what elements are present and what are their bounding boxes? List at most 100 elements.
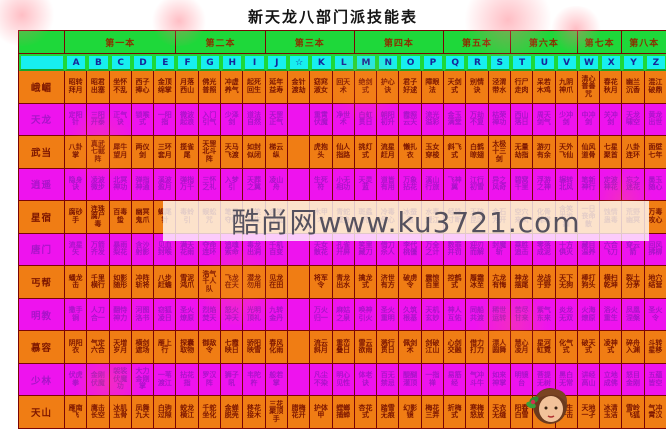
- skill-cell: 一指禅: [421, 363, 445, 397]
- letter-header: S: [488, 54, 511, 71]
- skill-cell: 九转金丹: [265, 298, 288, 332]
- skill-cell: 仙人指路: [332, 136, 355, 169]
- skill-cell: 万火归一: [310, 298, 333, 332]
- skill-cell: 易筋经: [444, 363, 467, 397]
- skill-cell: 天衣无缝: [488, 396, 511, 429]
- skill-cell: 黑白无常: [555, 363, 578, 397]
- skill-cell: 回天术: [332, 71, 355, 104]
- skill-cell: 五蕴皆空: [644, 363, 666, 397]
- skill-cell: 一阳指: [154, 103, 177, 137]
- skill-cell: 泾渭带水: [488, 71, 511, 104]
- skill-cell: 天地一孑: [577, 396, 601, 429]
- skill-cell: 弹指万千: [176, 168, 199, 202]
- skill-cell: 千机百变: [265, 233, 288, 267]
- skill-cell: 移花接木: [243, 396, 266, 429]
- skill-cell: 稀世运转: [488, 298, 511, 332]
- skill-cell: 百毒蛰: [109, 201, 132, 234]
- book-header: 第七本: [577, 31, 623, 54]
- skill-cell: 凤舞九天: [131, 396, 155, 429]
- skill-cell: 李代桃僵: [399, 233, 422, 267]
- skill-cell: 凌山舟: [265, 168, 288, 202]
- skill-cell: 溅行贯日: [377, 331, 400, 364]
- skill-cell: 重峦叠日: [332, 331, 355, 364]
- skill-cell: 零落成泥: [533, 233, 556, 267]
- skill-cell: 窃狐凌日: [154, 298, 177, 332]
- skill-cell: [287, 298, 311, 332]
- skill-cell: 唤神引火: [354, 298, 378, 332]
- skill-cell: 立地成佛: [600, 363, 623, 397]
- page-title: 新天龙八部门派技能表: [247, 8, 418, 26]
- skill-cell: 异之风奇: [488, 168, 511, 202]
- skill-cell: 探囊取物: [176, 331, 199, 364]
- skill-cell: 流光溢彩: [421, 103, 445, 137]
- letter-header: ☆: [287, 54, 311, 71]
- sect-label: 少林: [19, 363, 65, 397]
- skill-cell: 金蝉脱壳: [221, 396, 244, 429]
- skill-cell: 金针渡劫: [287, 71, 311, 104]
- skill-cell: 仙风道骨: [577, 136, 601, 169]
- skill-cell: 破天式: [577, 331, 601, 364]
- skill-cell: 雪泥鸿爪: [176, 266, 199, 299]
- skill-cell: 天机玄妙: [421, 298, 445, 332]
- skill-cell: 挑灯式: [354, 136, 378, 169]
- skill-cell: 天灵蓝: [354, 168, 378, 202]
- skill-cell: 剑破江山: [421, 331, 445, 364]
- skill-cell: 昭君出塞: [87, 71, 110, 104]
- skill-cell: 圣火令: [644, 298, 666, 332]
- skill-cell: 天马飞渡: [221, 136, 244, 169]
- skill-cell: 百无禁忌: [377, 363, 400, 397]
- skill-cell: 炎龙无双: [555, 298, 578, 332]
- skill-cell: 虎抱头: [310, 136, 333, 169]
- skill-cell: 西子捧心: [131, 71, 155, 104]
- mascot-girl-icon: [526, 388, 568, 424]
- skill-cell: 君子好逑: [399, 71, 422, 104]
- skill-cell: 起死回生: [243, 71, 266, 104]
- skill-cell: 延年益寿: [265, 71, 288, 104]
- skill-cell: [287, 266, 311, 299]
- skill-cell: 济世有方: [377, 266, 400, 299]
- skill-cell: 连珠腐尸毒: [87, 201, 110, 234]
- sect-label: 明教: [19, 298, 65, 332]
- watermark-text: 酷尚网www.ku3721.com: [231, 206, 581, 239]
- skill-cell: 麻姑之泉: [332, 298, 355, 332]
- skill-cell: 护体甲: [310, 396, 333, 429]
- letter-header: P: [421, 54, 445, 71]
- sect-label: 慕容: [19, 331, 65, 364]
- skill-cell: 紫气东来: [533, 298, 556, 332]
- letter-corner: [19, 54, 65, 71]
- skill-cell: 追魂索命: [221, 233, 244, 267]
- skill-cell: 揽雀尾: [176, 136, 199, 169]
- skill-cell: 横剑遮场: [131, 331, 155, 364]
- skill-cell: 道法自然: [243, 103, 266, 137]
- skill-cell: 春花秋月: [600, 71, 623, 104]
- skill-cell: 夺命连环: [198, 233, 222, 267]
- skill-cell: 八步赶蟾: [154, 266, 177, 299]
- skill-cell: 流星矢: [65, 233, 88, 267]
- skill-cell: 锁喉式: [131, 103, 155, 137]
- skill-cell: 冰清玉洁: [600, 396, 623, 429]
- skill-cell: 千蛇坐化: [198, 396, 222, 429]
- skill-cell: 圣火燎原: [176, 298, 199, 332]
- letter-header: L: [332, 54, 355, 71]
- sect-label: 唐门: [19, 233, 65, 267]
- skill-cell: 白鹤晾翅: [466, 136, 489, 169]
- skill-cell: 藏目温养: [577, 233, 601, 267]
- skill-cell: 西山落日: [510, 103, 534, 137]
- skill-cell: 天女散花: [310, 233, 333, 267]
- skill-cell: 微波起浪: [176, 103, 199, 137]
- skill-cell: 金刚伏魔: [87, 363, 110, 397]
- skill-cell: 蟠龙击: [65, 266, 88, 299]
- skill-cell: 潜龙勿用: [243, 266, 266, 299]
- skill-cell: 昭转拜月: [65, 71, 88, 104]
- skill-cell: 浩气千人队: [198, 266, 222, 299]
- skill-cell: 三环套月: [154, 136, 177, 169]
- skill-cell: 冲阵斩将: [131, 266, 155, 299]
- skill-cell: 腐砂手: [65, 201, 88, 234]
- skill-cell: 面壁七年: [644, 136, 666, 169]
- letter-header: A: [65, 54, 88, 71]
- letter-header: C: [109, 54, 132, 71]
- skill-cell: 江行初雪: [466, 168, 489, 202]
- skill-cell: [287, 233, 311, 267]
- skill-cell: 八卦连环: [622, 136, 645, 169]
- watermark-band: 酷尚网www.ku3721.com: [163, 201, 649, 241]
